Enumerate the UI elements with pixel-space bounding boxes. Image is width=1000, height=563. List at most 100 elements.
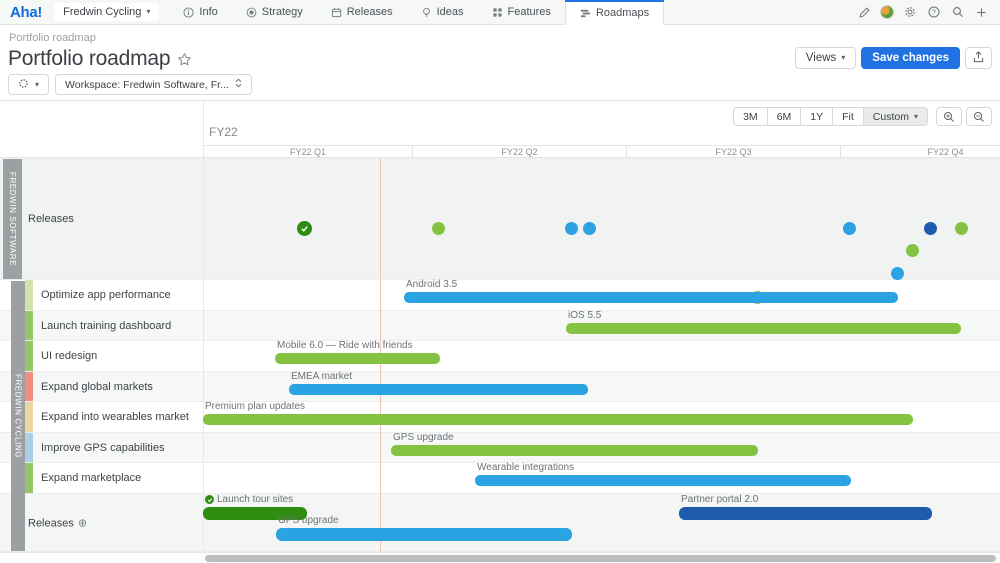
- tab-label: Features: [508, 6, 551, 18]
- gantt-bar-label: iOS 5.5: [568, 310, 601, 321]
- save-changes-button[interactable]: Save changes: [861, 47, 960, 69]
- group-bar-fredwin-cycling[interactable]: FREDWIN CYCLING: [11, 281, 25, 551]
- views-button[interactable]: Views ▾: [795, 47, 856, 69]
- caret-down-icon: ▾: [146, 8, 150, 16]
- gear-icon[interactable]: [901, 4, 918, 21]
- plus-circle-icon[interactable]: ⊕: [78, 517, 87, 529]
- caret-down-icon: ▾: [841, 54, 845, 62]
- releases-row-label: Releases: [28, 213, 74, 225]
- release-milestone[interactable]: [565, 222, 578, 235]
- ideas-icon: [421, 7, 432, 18]
- releases-icon: [331, 7, 342, 18]
- release-milestone[interactable]: [583, 222, 596, 235]
- caret-down-icon: ▾: [35, 81, 39, 89]
- goal-color-strip: [25, 372, 33, 401]
- release-milestone[interactable]: [891, 267, 904, 280]
- aha-logo[interactable]: Aha!: [0, 0, 54, 24]
- horizontal-scrollbar-thumb[interactable]: [205, 555, 996, 562]
- goal-row-label: Expand global markets: [41, 381, 153, 393]
- info-icon: [183, 7, 194, 18]
- release-milestone[interactable]: [432, 222, 445, 235]
- nav-right-icons: ?: [856, 0, 1000, 24]
- check-icon: [300, 224, 309, 233]
- gantt-bar[interactable]: [679, 507, 932, 520]
- quarter-header-cell: FY22 Q2: [412, 145, 626, 158]
- gantt-bar-label: EMEA market: [291, 371, 352, 382]
- release-milestone-done[interactable]: [297, 221, 312, 236]
- gantt-bar[interactable]: [203, 414, 913, 425]
- pencil-icon[interactable]: [856, 4, 873, 21]
- timeline-controls: 3M6M1YFitCustom ▾: [733, 107, 992, 126]
- goal-color-strip: [25, 280, 33, 310]
- range-button-3m[interactable]: 3M: [733, 107, 768, 126]
- tab-label: Ideas: [437, 6, 464, 18]
- gantt-bar[interactable]: [404, 292, 898, 303]
- goal-color-strip: [25, 433, 33, 462]
- tab-strategy[interactable]: Strategy: [232, 0, 317, 24]
- tab-label: Info: [199, 6, 217, 18]
- search-icon[interactable]: [949, 4, 966, 21]
- plus-icon[interactable]: [973, 4, 990, 21]
- release-milestone[interactable]: [955, 222, 968, 235]
- range-button-6m[interactable]: 6M: [767, 107, 802, 126]
- range-button-group: 3M6M1YFitCustom ▾: [733, 107, 928, 126]
- release-milestone[interactable]: [906, 244, 919, 257]
- avatar[interactable]: [880, 5, 894, 19]
- workspace-switcher-label: Fredwin Cycling: [63, 6, 141, 18]
- view-settings-button[interactable]: ▾: [8, 74, 49, 95]
- tab-roadmaps[interactable]: Roadmaps: [565, 0, 664, 26]
- range-button-custom[interactable]: Custom ▾: [863, 107, 928, 126]
- page-header: Portfolio roadmap Portfolio roadmap View…: [0, 25, 1000, 101]
- gantt-bar-label: Partner portal 2.0: [681, 494, 758, 505]
- gantt-bar[interactable]: [289, 384, 588, 395]
- goal-row-label: Expand marketplace: [41, 472, 141, 484]
- workspace-selector[interactable]: Workspace: Fredwin Software, Fr...: [55, 74, 252, 95]
- roadmaps-icon: [580, 8, 591, 19]
- goal-row-label: UI redesign: [41, 350, 97, 362]
- share-button[interactable]: [965, 47, 992, 69]
- release-milestone[interactable]: [843, 222, 856, 235]
- page-title: Portfolio roadmap: [8, 47, 170, 71]
- range-button-1y[interactable]: 1Y: [800, 107, 833, 126]
- tab-info[interactable]: Info: [169, 0, 231, 24]
- help-icon[interactable]: ?: [925, 4, 942, 21]
- tab-releases[interactable]: Releases: [317, 0, 407, 24]
- check-icon: [205, 495, 214, 504]
- gantt-bar[interactable]: [275, 353, 440, 364]
- star-icon[interactable]: [177, 52, 192, 67]
- gantt-bar-label: Android 3.5: [406, 279, 457, 290]
- group-bar-fredwin-software[interactable]: FREDWIN SOFTWARE: [3, 159, 22, 279]
- tab-ideas[interactable]: Ideas: [407, 0, 478, 24]
- goal-row-label: Improve GPS capabilities: [41, 442, 165, 454]
- roadmap-row: UI redesign: [0, 341, 1000, 372]
- workspace-switcher[interactable]: Fredwin Cycling ▾: [54, 3, 159, 21]
- release-milestone[interactable]: [924, 222, 937, 235]
- gantt-bar[interactable]: [475, 475, 851, 486]
- gear-icon: [18, 78, 29, 92]
- range-button-fit[interactable]: Fit: [832, 107, 864, 126]
- top-navigation: Aha! Fredwin Cycling ▾ Info Strategy Relea…: [0, 0, 1000, 25]
- goal-row-label: Launch training dashboard: [41, 320, 171, 332]
- zoom-in-button[interactable]: [936, 107, 962, 126]
- horizontal-scrollbar-track: [0, 552, 1000, 563]
- aha-portfolio-roadmap-app: Aha! Fredwin Cycling ▾ Info Strategy Relea…: [0, 0, 1000, 563]
- gantt-bar-label: Launch tour sites: [205, 494, 293, 505]
- tab-features[interactable]: Features: [478, 0, 565, 24]
- gantt-bar[interactable]: [566, 323, 961, 334]
- tab-label: Releases: [347, 6, 393, 18]
- gantt-bar[interactable]: [276, 528, 572, 541]
- features-icon: [492, 7, 503, 18]
- goal-color-strip: [25, 463, 33, 493]
- svg-text:?: ?: [932, 9, 936, 16]
- breadcrumb: Portfolio roadmap: [9, 32, 96, 44]
- goal-color-strip: [25, 341, 33, 371]
- gantt-bar-label: Premium plan updates: [205, 401, 305, 412]
- goal-color-strip: [25, 311, 33, 340]
- zoom-out-button[interactable]: [966, 107, 992, 126]
- gantt-bar[interactable]: [391, 445, 758, 456]
- nav-tabs: Info Strategy Releases Ideas Features Roadmap…: [169, 0, 664, 24]
- roadmap-chart: 3M6M1YFitCustom ▾ FY22 FY22 Q1FY22 Q2FY2…: [0, 101, 1000, 563]
- timeline-year-label: FY22: [209, 125, 238, 139]
- workspace-selector-label: Workspace: Fredwin Software, Fr...: [65, 79, 229, 91]
- goal-color-strip: [25, 402, 33, 432]
